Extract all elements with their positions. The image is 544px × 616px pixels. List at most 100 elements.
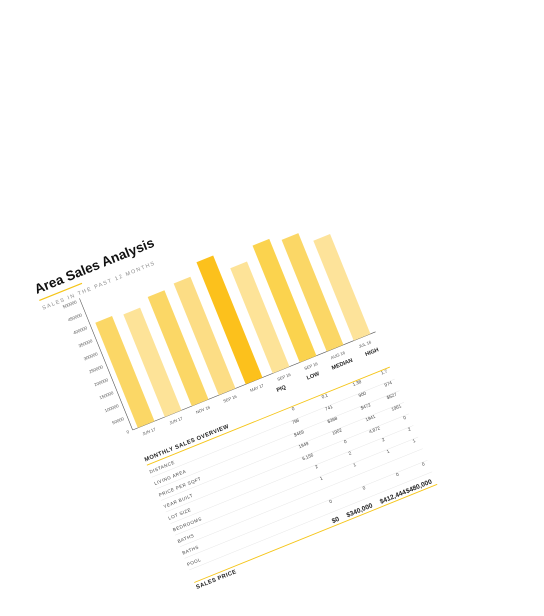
x-tick-label: NOV 16	[195, 404, 211, 414]
row-divider	[189, 471, 433, 571]
column-header: PIQ	[276, 384, 288, 393]
table-cell: 0	[362, 485, 367, 491]
y-tick-label: 500000	[62, 299, 78, 309]
table-cell: 0.1	[321, 392, 329, 399]
y-axis	[79, 298, 133, 431]
table-row: BATHS	[182, 460, 428, 559]
bar-chart: 0500001000001500002000002500003000003500…	[62, 233, 376, 436]
y-tick-label: 50000	[111, 416, 125, 425]
bar	[123, 307, 182, 417]
x-tick-labels: JUN 17 JUN 17 NOV 16 SEP 16 MAY 17 SEP 16 SEP …	[142, 339, 373, 436]
table-cell: 0	[291, 406, 296, 412]
row-divider	[151, 378, 395, 478]
title-underline	[39, 282, 83, 302]
table-cell: 974	[384, 380, 393, 388]
x-tick-label: SEP 16	[222, 394, 238, 404]
table-cell: 0	[343, 439, 348, 445]
bar	[147, 290, 209, 407]
table-cell: 1902	[331, 427, 343, 436]
table-cell: 1949	[298, 441, 310, 450]
section-underline	[146, 366, 390, 466]
bar	[230, 261, 290, 374]
x-tick-label: JUL 16	[358, 339, 373, 349]
row-label: DISTANCE	[149, 460, 176, 475]
row-divider	[175, 436, 419, 536]
section-title: MONTHLY SALES OVERVIEW	[144, 424, 230, 464]
table-cell: 1	[319, 475, 324, 481]
y-tick-label: 200000	[93, 377, 109, 387]
x-tick-label: MAY 17	[249, 383, 265, 393]
table-cell: $398	[327, 416, 339, 425]
table-row: PRICE PER SQFT$469$398$472$527	[158, 392, 405, 501]
table-cell: 0	[421, 461, 426, 467]
y-tick-label: 450000	[67, 312, 83, 322]
table-cell: 900	[358, 390, 367, 398]
table-row: BATHS 1 1 1 1	[177, 438, 423, 547]
bar	[95, 315, 155, 428]
y-tick-label: 350000	[78, 338, 94, 348]
bar	[196, 255, 263, 385]
bar	[281, 233, 344, 352]
x-tick-label: SEP 16	[276, 372, 292, 382]
table-cell: 6,156	[301, 452, 314, 461]
table-cell: 2	[381, 437, 386, 443]
table-row: BEDROOMS 2 2 2 2	[172, 426, 419, 536]
rotated-report: Area Sales Analysis SALES IN THE PAST 12…	[32, 233, 438, 591]
row-divider	[165, 413, 409, 513]
table-cell: 1.7	[380, 368, 388, 375]
table-cell: 4,872	[368, 425, 381, 434]
y-tick-label: 100000	[104, 403, 120, 413]
table-cell: 0	[402, 415, 407, 421]
column-header: LOW	[306, 371, 321, 382]
y-tick-label: 0	[126, 429, 131, 435]
y-tick-label: 400000	[72, 325, 88, 335]
sales-price-value: $340,000	[346, 502, 374, 519]
sales-price-row: SALES PRICE $0 $340,000 $412,444$480,000	[195, 478, 433, 591]
table-cell: 1961	[391, 403, 403, 412]
table-cell: 1941	[365, 414, 377, 423]
row-divider	[170, 425, 414, 524]
x-tick-label: SEP 16	[303, 361, 319, 371]
table-cell: 0	[395, 472, 400, 478]
table-cell: 1	[412, 438, 417, 444]
sales-price-value: $0	[331, 516, 341, 525]
table-cell: $469	[293, 429, 305, 438]
table-row: POOL 0 0 0 0	[186, 461, 433, 571]
table-cell: $472	[360, 402, 372, 411]
table-column-headers: PIQ LOW MEDIAN HIGH	[276, 347, 380, 394]
table-row: LOT SIZE 6,156 0 4,872 0	[167, 415, 414, 524]
table-cell: 2	[314, 464, 319, 470]
table-cell: 0	[328, 499, 333, 505]
sales-price-value: $412,444	[379, 489, 407, 506]
bottom-rule	[194, 483, 438, 583]
row-label: POOL	[186, 557, 202, 567]
y-tick-label: 300000	[83, 351, 99, 361]
sales-price-value: $480,000	[405, 478, 433, 495]
table-cell: 2	[348, 450, 353, 456]
y-tick-label: 150000	[99, 390, 115, 400]
row-label: BATHS	[177, 533, 195, 544]
row-divider	[161, 402, 405, 501]
x-tick-label: JUN 17	[169, 415, 184, 425]
row-divider	[184, 460, 428, 559]
row-divider	[156, 390, 400, 490]
table-cell: $527	[386, 392, 398, 401]
bar	[173, 276, 236, 396]
row-label: BEDROOMS	[172, 516, 202, 532]
bar	[252, 238, 317, 363]
column-header: HIGH	[365, 347, 380, 358]
x-tick-label: AUG 16	[330, 350, 346, 360]
sales-price-label: SALES PRICE	[195, 569, 237, 591]
bars	[95, 233, 371, 428]
column-header: MEDIAN	[331, 358, 354, 372]
bar	[313, 233, 371, 341]
row-label: BATHS	[182, 544, 200, 555]
table-cell: 1.38	[352, 379, 363, 387]
table-cell: 741	[324, 404, 333, 412]
row-label: LOT SIZE	[167, 507, 191, 521]
row-divider	[179, 448, 423, 547]
table-cell: 1	[386, 448, 391, 454]
